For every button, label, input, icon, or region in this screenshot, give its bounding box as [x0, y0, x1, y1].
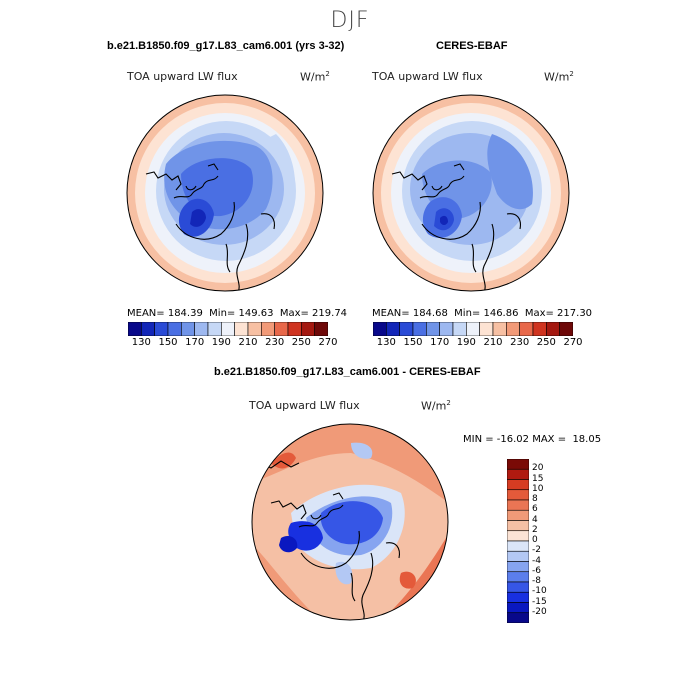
colorbar-tick-label: -4 — [532, 555, 541, 566]
colorbar-tick-label: 190 — [211, 337, 231, 348]
colorbar-swatch — [207, 322, 222, 336]
panel2-polar-map — [372, 94, 570, 292]
panel3-title: b.e21.B1850.f09_g17.L83_cam6.001 - CERES… — [214, 366, 481, 378]
colorbar-tick-label: 150 — [158, 337, 178, 348]
colorbar-swatch — [507, 530, 529, 542]
colorbar-swatch — [399, 322, 414, 336]
colorbar-swatch — [261, 322, 275, 336]
colorbar-swatch — [506, 322, 520, 336]
colorbar-swatch — [128, 322, 142, 336]
colorbar-tick-label: 20 — [532, 463, 544, 474]
colorbar-swatch — [546, 322, 560, 336]
panel2-stats: MEAN= 184.68 Min= 146.86 Max= 217.30 — [372, 308, 593, 319]
panel2-units-label: W/m2 — [544, 70, 574, 84]
colorbar-swatch — [141, 322, 155, 336]
colorbar-tick-label: 8 — [532, 494, 538, 504]
colorbar-swatch — [194, 322, 209, 336]
colorbar-swatch — [507, 520, 529, 532]
colorbar-swatch — [412, 322, 427, 336]
colorbar-tick-label: -2 — [532, 545, 541, 556]
colorbar-swatch — [221, 322, 235, 336]
colorbar-swatch — [426, 322, 440, 336]
season-title: DJF — [330, 8, 370, 33]
colorbar-swatch — [507, 602, 529, 614]
colorbar-swatch — [507, 561, 529, 573]
colorbar-swatch — [492, 322, 507, 336]
panel1-variable-label: TOA upward LW flux — [127, 70, 238, 83]
colorbar-swatch — [507, 591, 529, 603]
panel2-variable-label: TOA upward LW flux — [372, 70, 483, 83]
colorbar-tick-label: -10 — [532, 586, 547, 597]
panel1-colorbar-ticks: 130 150 170 190 210 230 250 270 — [128, 337, 338, 351]
colorbar-swatch — [287, 322, 302, 336]
panel3-variable-label: TOA upward LW flux — [249, 399, 360, 412]
colorbar-tick-label: 270 — [563, 337, 583, 348]
colorbar-swatch — [439, 322, 454, 336]
colorbar-swatch — [507, 612, 529, 623]
colorbar-swatch — [479, 322, 494, 336]
colorbar-swatch — [507, 550, 529, 562]
colorbar-swatch — [274, 322, 289, 336]
colorbar-tick-label: 15 — [532, 473, 544, 484]
colorbar-swatch — [507, 581, 529, 593]
colorbar-tick-label: 270 — [318, 337, 338, 348]
colorbar-swatch — [167, 322, 182, 336]
panel3-polar-map — [251, 423, 449, 621]
colorbar-swatch — [373, 322, 387, 336]
colorbar-swatch — [466, 322, 480, 336]
colorbar-swatch — [519, 322, 534, 336]
colorbar-tick-label: 10 — [532, 483, 544, 494]
colorbar-tick-label: 250 — [536, 337, 556, 348]
colorbar-tick-label: 150 — [403, 337, 423, 348]
colorbar-swatch — [314, 322, 328, 336]
colorbar-swatch — [507, 489, 529, 501]
colorbar-tick-label: 130 — [376, 337, 396, 348]
colorbar-tick-label: -6 — [532, 565, 541, 576]
colorbar-tick-label: -20 — [532, 606, 547, 617]
colorbar-tick-label: 230 — [510, 337, 530, 348]
colorbar-tick-label: 0 — [532, 535, 538, 545]
panel3-colorbar-ticks: 20 15 10 8 6 4 2 0 -2 -4 -6 -8 -10 -15 -20 — [532, 459, 562, 623]
panel1-title: b.e21.B1850.f09_g17.L83_cam6.001 (yrs 3-… — [107, 40, 345, 52]
panel2-colorbar — [373, 322, 573, 336]
panel3-units-label: W/m2 — [421, 399, 451, 413]
colorbar-swatch — [181, 322, 195, 336]
panel1-polar-map — [126, 94, 324, 292]
colorbar-tick-label: 4 — [532, 514, 538, 525]
colorbar-swatch — [559, 322, 573, 336]
colorbar-tick-label: 170 — [185, 337, 205, 348]
colorbar-tick-label: 250 — [291, 337, 311, 348]
panel1-stats: MEAN= 184.39 Min= 149.63 Max= 219.74 — [127, 308, 348, 319]
colorbar-tick-label: 190 — [456, 337, 476, 348]
panel2-colorbar-ticks: 130 150 170 190 210 230 250 270 — [373, 337, 583, 351]
colorbar-tick-label: -15 — [532, 596, 547, 607]
colorbar-swatch — [532, 322, 547, 336]
colorbar-tick-label: 230 — [265, 337, 285, 348]
colorbar-tick-label: 210 — [483, 337, 503, 348]
panel3-stats: MIN = -16.02 MAX = 18.05 — [463, 434, 602, 445]
colorbar-swatch — [507, 479, 529, 491]
colorbar-tick-label: -8 — [532, 576, 541, 586]
colorbar-tick-label: 6 — [532, 504, 538, 515]
colorbar-tick-label: 130 — [131, 337, 151, 348]
colorbar-tick-label: 2 — [532, 524, 538, 535]
colorbar-swatch — [507, 540, 529, 552]
colorbar-swatch — [507, 571, 529, 583]
colorbar-swatch — [154, 322, 169, 336]
colorbar-swatch — [507, 499, 529, 511]
colorbar-swatch — [507, 509, 529, 521]
panel2-title: CERES-EBAF — [436, 40, 508, 52]
colorbar-swatch — [301, 322, 315, 336]
colorbar-swatch — [507, 468, 529, 480]
colorbar-tick-label: 170 — [430, 337, 450, 348]
panel1-units-label: W/m2 — [300, 70, 330, 84]
colorbar-tick-label: 210 — [238, 337, 258, 348]
colorbar-swatch — [386, 322, 400, 336]
colorbar-swatch — [507, 459, 529, 470]
colorbar-swatch — [247, 322, 262, 336]
colorbar-swatch — [234, 322, 249, 336]
panel1-colorbar — [128, 322, 328, 336]
panel3-colorbar — [507, 459, 529, 623]
colorbar-swatch — [452, 322, 467, 336]
